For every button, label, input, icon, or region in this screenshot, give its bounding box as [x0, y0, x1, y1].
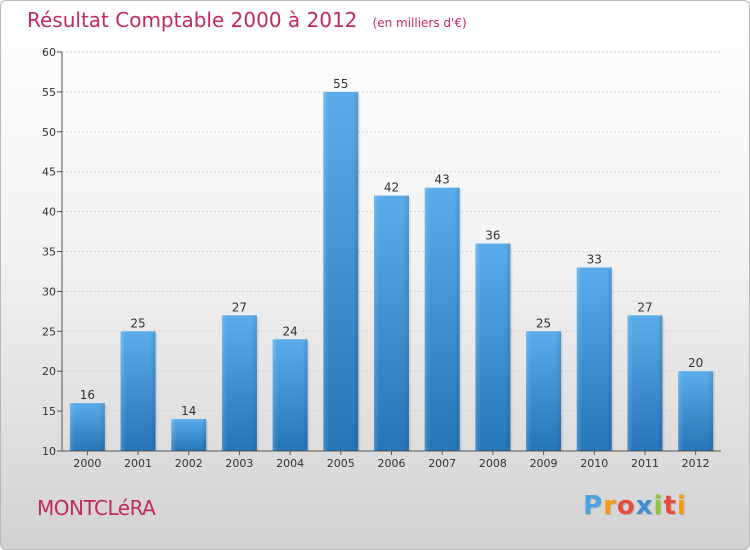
logo-letter: x	[635, 491, 654, 521]
title-text: Résultat Comptable 2000 à 2012	[27, 8, 358, 32]
bar-shade	[475, 243, 511, 451]
data-label: 33	[587, 252, 602, 266]
bar-shade	[424, 187, 460, 451]
bar-shade	[69, 403, 105, 451]
data-label: 27	[637, 300, 652, 314]
logo-letter: r	[603, 491, 617, 521]
commune-name: MONTCLéRA	[37, 496, 156, 520]
data-label: 16	[80, 388, 95, 402]
bar-shade	[221, 315, 257, 451]
bar-shade	[678, 371, 714, 451]
bar-shade	[120, 331, 156, 451]
x-tick-label: 2006	[378, 457, 406, 470]
y-tick-label: 25	[42, 325, 56, 338]
bar-shade	[627, 315, 663, 451]
y-tick-label: 50	[42, 126, 56, 139]
x-tick-label: 2010	[580, 457, 608, 470]
logo-letter: i	[676, 491, 687, 521]
bar-shade	[171, 419, 207, 451]
x-tick-label: 2000	[73, 457, 101, 470]
y-tick-label: 45	[42, 166, 56, 179]
y-tick-label: 20	[42, 365, 56, 378]
logo-letter: P	[583, 491, 604, 521]
y-tick-label: 60	[42, 46, 56, 59]
data-label: 42	[384, 181, 399, 195]
data-label: 25	[536, 316, 551, 330]
x-tick-label: 2005	[327, 457, 355, 470]
data-label: 27	[232, 300, 247, 314]
y-tick-label: 55	[42, 86, 56, 99]
bar-shade	[526, 331, 562, 451]
data-label: 24	[282, 324, 297, 338]
x-tick-label: 2004	[276, 457, 304, 470]
data-label: 25	[130, 316, 145, 330]
x-tick-label: 2011	[631, 457, 659, 470]
axes: 10 15 20 25 30 35 40 45 50 55 60 2000 2001 2002 2003 20…	[42, 46, 721, 470]
data-label: 20	[688, 356, 703, 370]
y-tick-label: 35	[42, 246, 56, 259]
logo-letter: t	[663, 491, 677, 521]
y-tick-label: 30	[42, 285, 56, 298]
x-tick-label: 2009	[530, 457, 558, 470]
bars: 16 25 14 27 24 55 42 43 36 25 33 27 20	[69, 77, 716, 452]
bar-shade	[272, 339, 308, 451]
y-tick-label: 15	[42, 405, 56, 418]
bar-shade	[374, 195, 409, 451]
x-tick-label: 2012	[682, 457, 710, 470]
data-label: 43	[435, 173, 450, 187]
chart-title: Résultat Comptable 2000 à 2012 (en milli…	[27, 8, 467, 32]
logo-letter: o	[616, 491, 636, 521]
bar-shade	[576, 267, 612, 451]
bar-shade	[323, 91, 359, 452]
logo-letter: i	[653, 491, 664, 521]
x-tick-label: 2001	[124, 457, 152, 470]
proxiti-logo: Proxiti	[583, 491, 687, 521]
data-label: 14	[181, 404, 196, 418]
x-tick-label: 2003	[225, 457, 253, 470]
y-tick-label: 40	[42, 206, 56, 219]
data-label: 36	[485, 229, 500, 243]
x-tick-label: 2008	[479, 457, 507, 470]
unit-label: (en milliers d'€)	[372, 16, 467, 30]
y-tick-label: 10	[42, 445, 56, 458]
data-label: 55	[333, 77, 348, 91]
x-tick-label: 2007	[428, 457, 456, 470]
x-tick-label: 2002	[175, 457, 203, 470]
